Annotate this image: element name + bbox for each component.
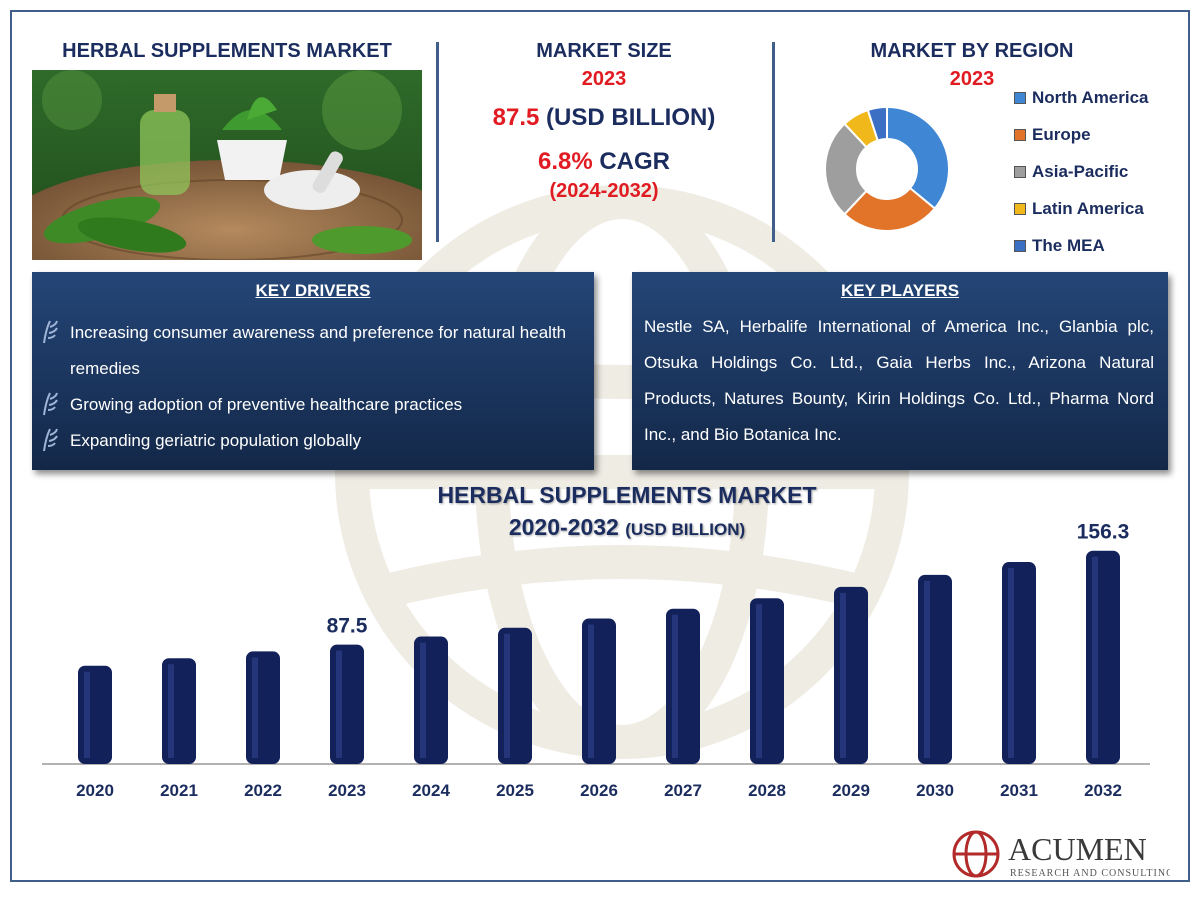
chart-subtitle-years: 2020-2032 [508,514,619,540]
donut-slice-europe [843,186,937,232]
legend-swatch [1014,92,1026,104]
driver-text: Expanding geriatric population globally [70,431,362,450]
legend-label: The MEA [1032,236,1105,255]
x-tick-label: 2030 [916,781,954,800]
bar-highlight-2032 [1092,556,1098,758]
bar-2032 [1086,550,1120,764]
driver-item: Increasing consumer awareness and prefer… [32,315,594,387]
bar-highlight-2022 [252,657,258,758]
driver-item: Growing adoption of preventive healthcar… [32,387,594,423]
market-size-value-line: 87.5 (USD BILLION) [452,104,756,132]
x-tick-label: 2020 [76,781,114,800]
region-title: MARKET BY REGION [870,40,1074,62]
x-tick-label: 2031 [1000,781,1038,800]
x-tick-label: 2028 [748,781,786,800]
legend-item-asia-pacific: Asia-Pacific [1014,162,1128,182]
section-title-herbal: HERBAL SUPPLEMENTS MARKET [62,40,392,62]
bar-highlight-2027 [672,614,678,758]
bar-highlight-2029 [840,592,846,758]
x-tick-label: 2026 [580,781,618,800]
cagr-label: CAGR [599,148,671,175]
chart-subtitle: 2020-2032 (USD BILLION) [362,514,892,541]
bar-2023 [330,644,364,764]
market-bar-chart: 2020 2021 2022 2023 87.5 2024 2025 2026 2027 2028… [42,521,1150,800]
region-donut-chart [824,105,950,232]
donut-slice-asia-pacific [824,122,868,216]
market-size-title: MARKET SIZE [536,40,672,62]
bar-highlight-2028 [756,604,762,758]
legend-swatch [1014,166,1026,178]
driver-item: Expanding geriatric population globally [32,423,594,459]
key-drivers-title: KEY DRIVERS [255,281,371,300]
key-players-panel: KEY PLAYERS Nestle SA, Herbalife Interna… [632,272,1168,470]
market-size-unit: (USD BILLION) [546,104,716,131]
bar-2028 [750,598,784,764]
bar-2030 [918,574,952,764]
key-players-title: KEY PLAYERS [840,281,960,300]
bar-2027 [666,608,700,764]
legend-item-europe: Europe [1014,125,1091,145]
herb-leaf-icon [43,320,58,344]
legend-item-latin-america: Latin America [1014,199,1144,219]
cagr-period: (2024-2032) [549,180,659,202]
herbal-products-photo [32,70,422,260]
data-label-2032: 156.3 [1077,521,1130,544]
bar-highlight-2031 [1008,568,1014,758]
bar-highlight-2023 [336,650,342,758]
key-drivers-panel: KEY DRIVERS Increasing consumer awarenes… [32,272,594,470]
x-tick-label: 2027 [664,781,702,800]
market-size-year: 2023 [581,68,627,90]
legend-item-the-mea: The MEA [1014,236,1105,256]
herb-leaf-icon [43,392,58,416]
chart-title: HERBAL SUPPLEMENTS MARKET [437,482,817,508]
driver-text: Increasing consumer awareness and prefer… [70,323,567,378]
legend-item-north-america: North America [1014,88,1149,108]
bar-2029 [834,586,868,764]
legend-swatch [1014,240,1026,252]
x-tick-label: 2032 [1084,781,1122,800]
bar-highlight-2025 [504,633,510,758]
bar-2031 [1002,562,1036,764]
region-year: 2023 [949,68,995,90]
donut-slice-north-america [886,105,950,210]
legend-label: Latin America [1032,199,1144,218]
driver-text: Growing adoption of preventive healthcar… [70,395,463,414]
bar-highlight-2021 [168,664,174,758]
legend-label: Asia-Pacific [1032,162,1129,181]
divider-right [772,42,775,242]
bar-highlight-2026 [588,624,594,758]
legend-swatch [1014,203,1026,215]
x-tick-label: 2025 [496,781,534,800]
bar-highlight-2020 [84,671,90,758]
x-tick-label: 2021 [160,781,198,800]
acumen-logo: ACUMEN RESEARCH AND CONSULTING [952,830,1170,879]
chart-subtitle-unit: (USD BILLION) [625,520,746,539]
market-size-value: 87.5 [492,104,540,131]
divider-left [436,42,439,242]
cagr-line: 6.8% CAGR [452,148,756,176]
bar-2021 [162,658,196,764]
x-tick-label: 2022 [244,781,282,800]
bar-2024 [414,636,448,764]
herb-leaf-icon [43,428,58,452]
data-label-2023: 87.5 [327,615,368,638]
bar-2026 [582,618,616,764]
donut-slice-the-mea [866,105,888,142]
x-tick-label: 2023 [328,781,366,800]
legend-label: North America [1032,88,1149,107]
infographic-frame: HERBAL SUPPLEMENTS MARKET MARKET SIZE 20… [10,10,1190,882]
bar-highlight-2024 [420,642,426,758]
logo-tagline: RESEARCH AND CONSULTING [1010,868,1170,879]
logo-wordmark: ACUMEN [1008,831,1147,867]
legend-label: Europe [1032,125,1091,144]
bar-highlight-2030 [924,580,930,758]
bar-2025 [498,627,532,764]
legend-swatch [1014,129,1026,141]
cagr-value: 6.8% [537,148,593,175]
bar-2020 [78,665,112,764]
key-players-text: Nestle SA, Herbalife International of Am… [644,317,1154,444]
bar-2022 [246,651,280,764]
x-tick-label: 2024 [412,781,450,800]
x-tick-label: 2029 [832,781,870,800]
